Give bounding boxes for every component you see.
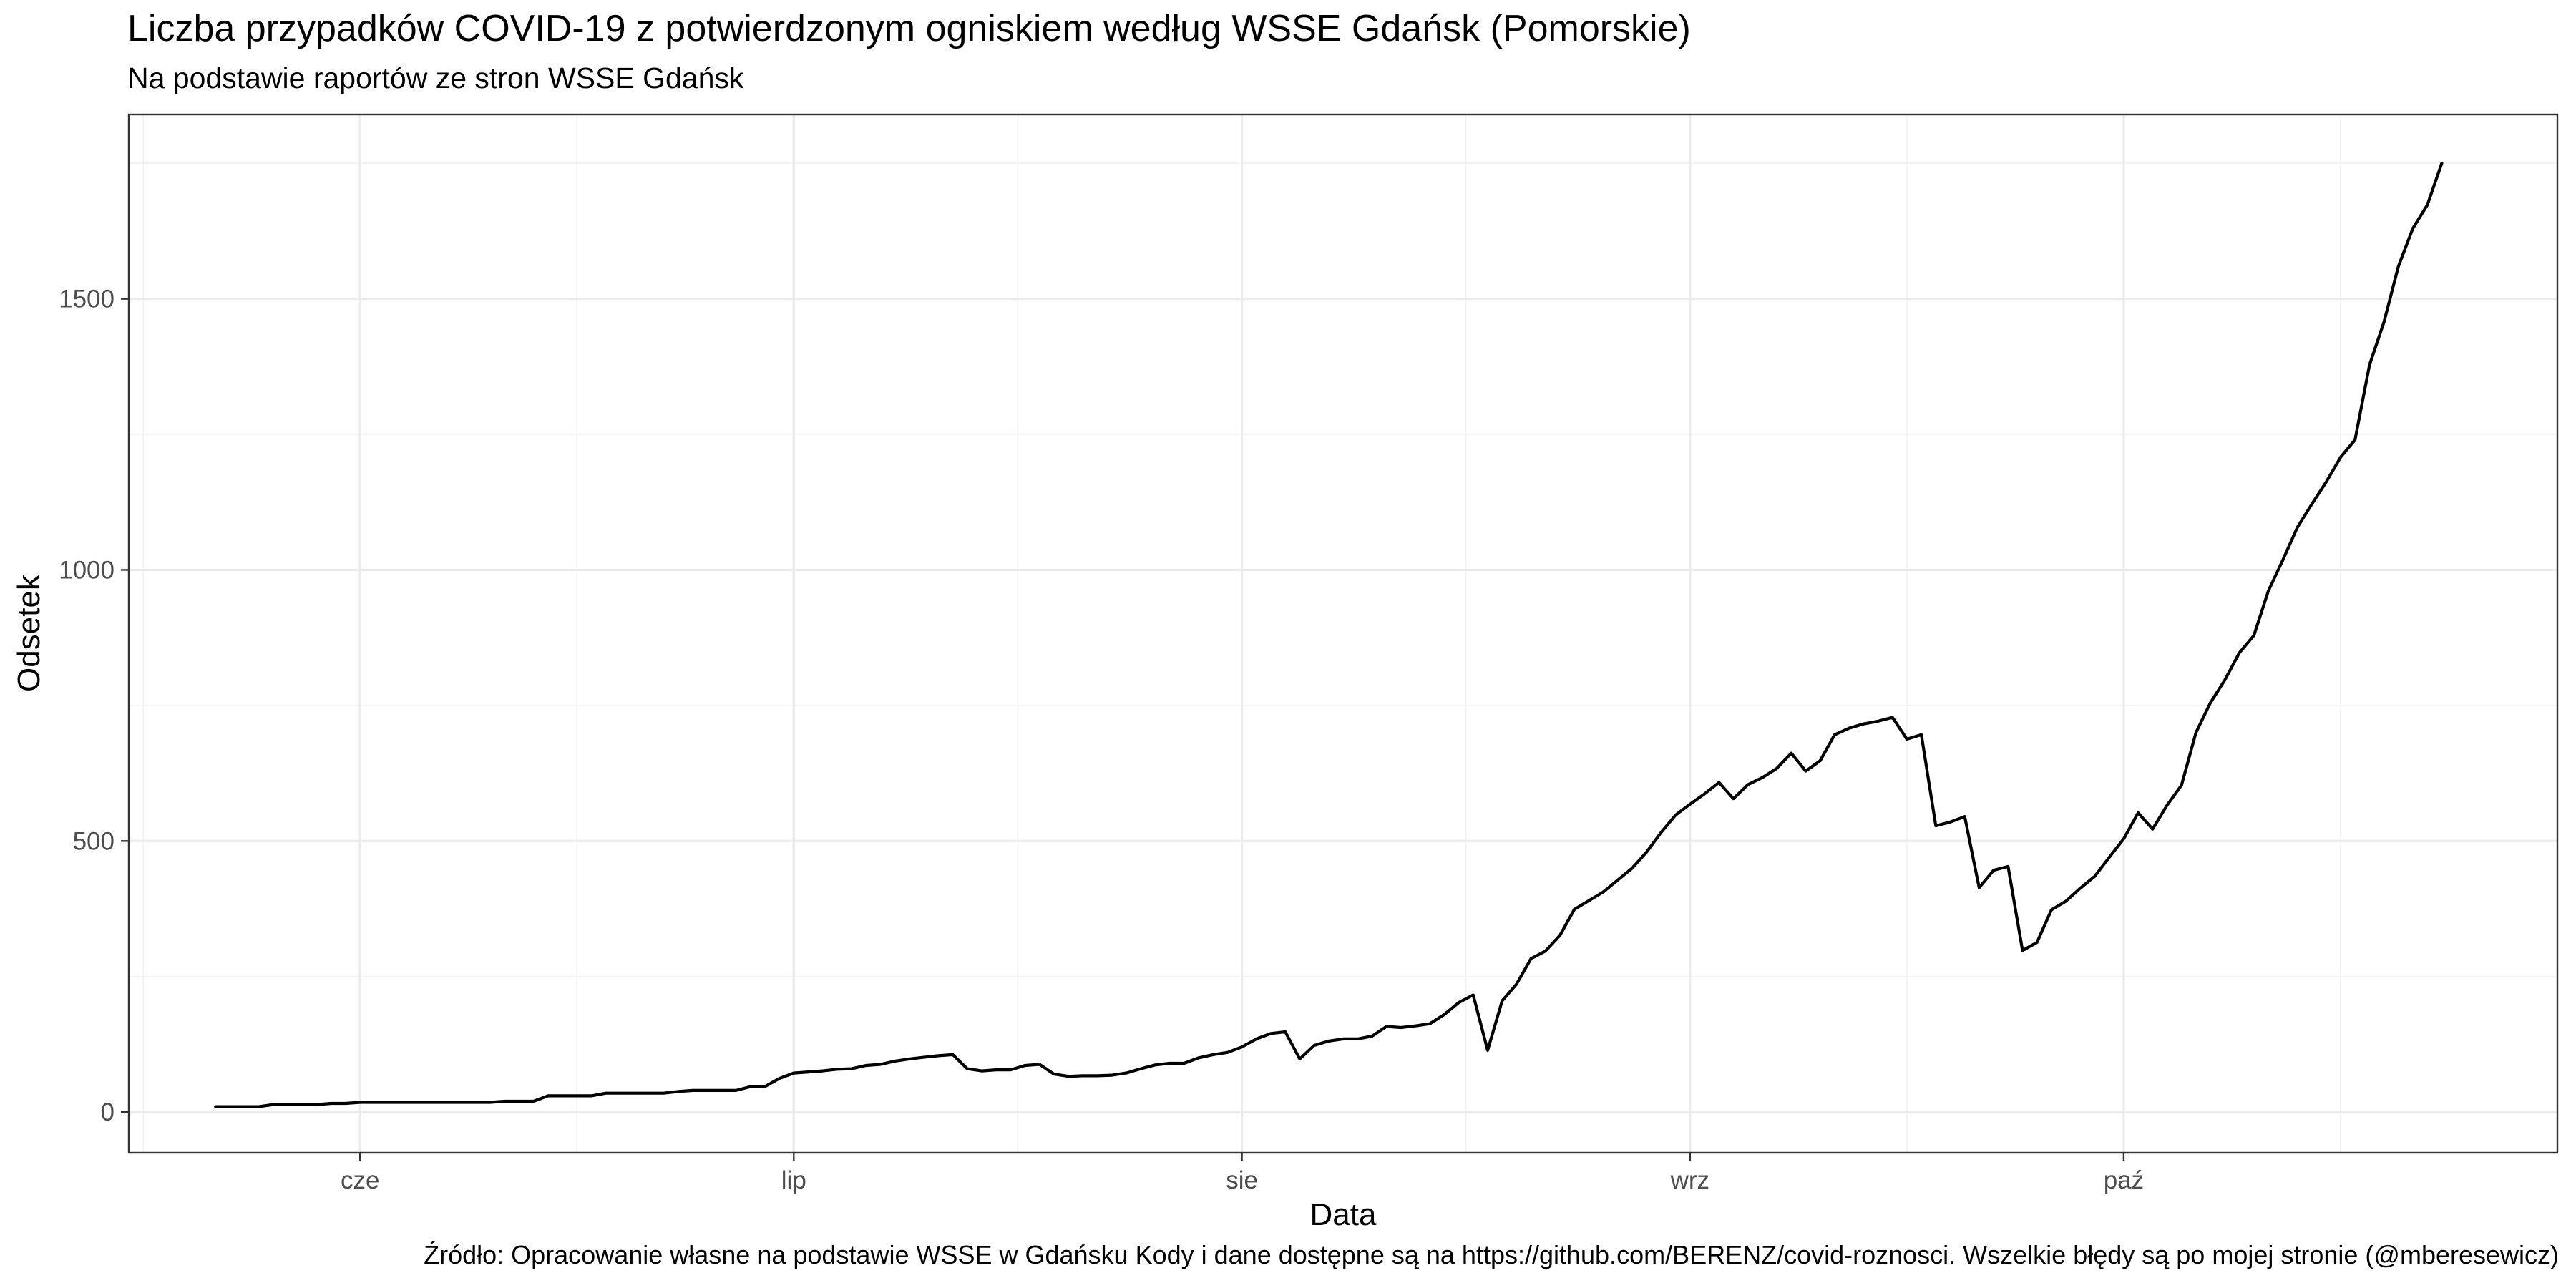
y-tick-label: 1500 <box>59 286 114 313</box>
grid-lines <box>129 114 2557 1153</box>
chart-subtitle: Na podstawie raportów ze stron WSSE Gdań… <box>127 62 744 94</box>
x-tick-label: cze <box>341 1166 379 1194</box>
y-tick-label: 500 <box>73 827 114 855</box>
panel-border <box>127 113 2559 1154</box>
axes: cze lip sie wrz paź 0 500 1000 1500 <box>59 286 2144 1194</box>
x-tick-label: sie <box>1226 1166 1258 1194</box>
y-tick-label: 1000 <box>59 556 114 584</box>
y-axis-title: Odsetek <box>11 574 47 692</box>
chart-title: Liczba przypadków COVID-19 z potwierdzon… <box>127 8 1691 49</box>
y-tick-label: 0 <box>101 1098 114 1126</box>
series-line <box>214 162 2444 1108</box>
x-tick-label: wrz <box>1670 1166 1709 1194</box>
chart-caption: Źródło: Opracowanie własne na podstawie … <box>424 1240 2559 1269</box>
x-axis-title: Data <box>1310 1197 1377 1232</box>
x-tick-label: lip <box>781 1166 806 1194</box>
x-tick-label: paź <box>2104 1166 2144 1194</box>
